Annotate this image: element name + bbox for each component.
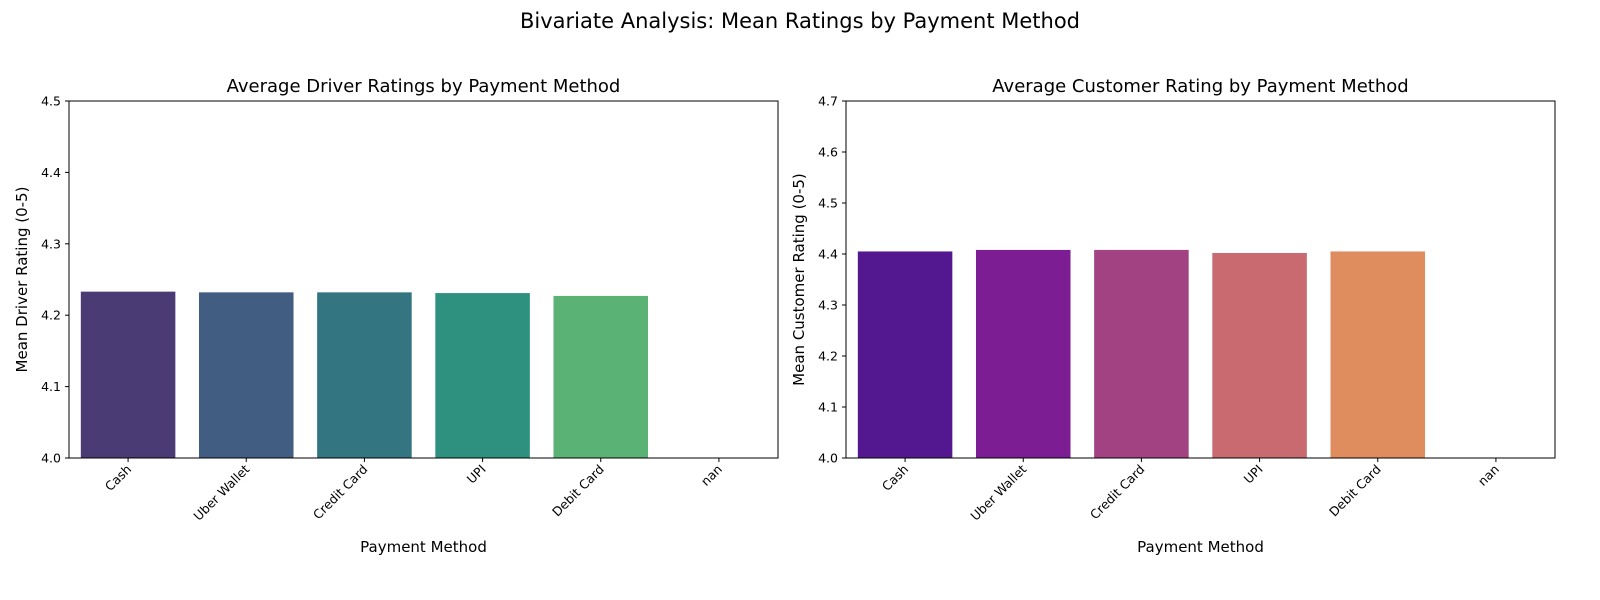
customer-ratings-chart: 4.0 4.1 4.2 4.3 4.4 4.5 4.6 4.7 Cash Uber Wallet C… (790, 76, 1556, 556)
y-tick-label: 4.3 (41, 236, 61, 251)
x-tick-label: Credit Card (310, 462, 371, 523)
driver-ratings-chart: 4.0 4.1 4.2 4.3 4.4 4.5 Cash Uber Wallet Credit … (13, 76, 779, 556)
x-tick-label: nan (698, 462, 725, 489)
y-tick-label: 4.0 (818, 451, 838, 466)
bar-uber-wallet (975, 249, 1071, 458)
bar-debit-card (553, 295, 649, 458)
y-tick-label: 4.5 (818, 196, 838, 211)
x-tick-label: nan (1475, 462, 1502, 489)
y-tick-label: 4.1 (41, 379, 61, 394)
x-tick-label: Credit Card (1087, 462, 1148, 523)
x-tick-label: Uber Wallet (190, 461, 252, 523)
bar-upi (435, 293, 530, 458)
chart-title: Average Customer Rating by Payment Metho… (992, 76, 1408, 97)
figure-suptitle: Bivariate Analysis: Mean Ratings by Paym… (520, 9, 1080, 33)
bar-credit-card (1094, 249, 1189, 458)
x-tick-label: UPI (1241, 462, 1266, 487)
y-tick-label: 4.6 (818, 145, 838, 160)
y-tick-label: 4.7 (818, 94, 838, 109)
x-tick-label: Cash (102, 462, 134, 494)
bar-cash (80, 291, 176, 458)
y-tick-label: 4.1 (818, 400, 838, 415)
plot-frame (68, 100, 779, 459)
x-tick-label: Debit Card (1326, 462, 1384, 520)
y-axis-label: Mean Driver Rating (0-5) (13, 187, 31, 373)
y-tick-label: 4.3 (818, 298, 838, 313)
x-tick-label: Cash (879, 462, 911, 494)
y-tick-label: 4.2 (41, 308, 61, 323)
y-axis-label: Mean Customer Rating (0-5) (790, 173, 808, 386)
x-tick-label: Uber Wallet (967, 461, 1029, 523)
bar-cash (857, 251, 953, 458)
x-tick-label: Debit Card (549, 462, 607, 520)
bar-debit-card (1330, 251, 1426, 458)
bar-upi (1212, 252, 1307, 458)
y-tick-label: 4.2 (818, 349, 838, 364)
y-tick-label: 4.4 (41, 165, 61, 180)
x-axis-label: Payment Method (1137, 538, 1264, 556)
bar-credit-card (317, 292, 412, 458)
chart-title: Average Driver Ratings by Payment Method (227, 76, 621, 97)
plot-frame (845, 100, 1556, 459)
y-tick-label: 4.0 (41, 451, 61, 466)
x-tick-label: UPI (464, 462, 489, 487)
bar-uber-wallet (198, 292, 294, 458)
y-tick-label: 4.4 (818, 247, 838, 262)
y-tick-label: 4.5 (41, 94, 61, 109)
x-axis-label: Payment Method (360, 538, 487, 556)
